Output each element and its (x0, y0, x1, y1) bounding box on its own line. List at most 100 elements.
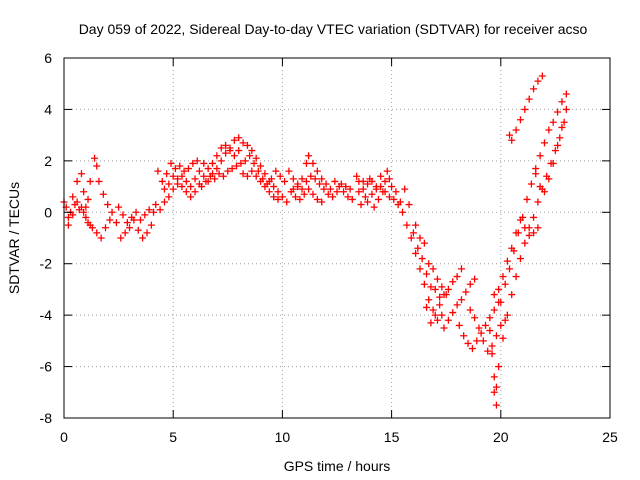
data-point (154, 167, 162, 175)
data-point (495, 363, 503, 371)
data-point (307, 172, 315, 180)
data-point (401, 185, 409, 193)
data-point (257, 177, 265, 185)
data-point (281, 177, 289, 185)
data-point (429, 306, 437, 314)
data-point (215, 170, 223, 178)
data-point (545, 175, 553, 183)
data-point (252, 172, 260, 180)
data-point (444, 285, 452, 293)
data-point (213, 165, 221, 173)
data-point (425, 296, 433, 304)
data-point (506, 265, 514, 273)
data-point (492, 401, 500, 409)
data-point (270, 183, 278, 191)
data-point (364, 180, 372, 188)
data-point (219, 172, 227, 180)
data-point (276, 172, 284, 180)
data-point (156, 206, 164, 214)
data-point (377, 172, 385, 180)
data-point (104, 201, 112, 209)
data-point (516, 216, 524, 224)
data-point (217, 157, 225, 165)
data-point (300, 190, 308, 198)
data-point (477, 329, 485, 337)
data-point (241, 157, 249, 165)
data-point (318, 198, 326, 206)
data-point (512, 229, 520, 237)
data-point (521, 239, 529, 247)
data-point (530, 213, 538, 221)
data-point (438, 311, 446, 319)
grid (64, 58, 610, 418)
data-point (202, 177, 210, 185)
data-point (558, 123, 566, 131)
data-point (482, 321, 490, 329)
data-point (372, 185, 380, 193)
data-point (423, 303, 431, 311)
data-point (490, 373, 498, 381)
data-point (158, 177, 166, 185)
data-point (248, 167, 256, 175)
data-point (492, 332, 500, 340)
data-point (525, 231, 533, 239)
data-point (77, 203, 85, 211)
data-point (521, 105, 529, 113)
data-point (126, 224, 134, 232)
data-point (248, 147, 256, 155)
data-point (433, 316, 441, 324)
data-point (174, 175, 182, 183)
data-point (235, 147, 243, 155)
data-point (184, 165, 192, 173)
axis-ticks: -8 -6 -4 -2 0 2 4 6 0 5 10 15 20 25 (40, 50, 618, 445)
data-point (134, 226, 142, 234)
data-point (239, 139, 247, 147)
data-point (189, 159, 197, 167)
data-point (562, 90, 570, 98)
data-point (329, 193, 337, 201)
data-point (342, 183, 350, 191)
data-point (69, 193, 77, 201)
data-point (152, 201, 160, 209)
data-point (209, 159, 217, 167)
data-point (278, 193, 286, 201)
data-point (399, 208, 407, 216)
data-point (403, 221, 411, 229)
data-point (538, 72, 546, 80)
data-point (246, 152, 254, 160)
x-tick-label: 20 (493, 429, 509, 445)
data-point (420, 280, 428, 288)
data-point (294, 180, 302, 188)
data-point (381, 188, 389, 196)
data-point (549, 159, 557, 167)
data-point (254, 167, 262, 175)
data-point (534, 224, 542, 232)
data-point (556, 134, 564, 142)
data-point (252, 154, 260, 162)
data-point (298, 175, 306, 183)
data-point (230, 136, 238, 144)
data-point (112, 219, 120, 227)
data-point (143, 229, 151, 237)
data-point (267, 175, 275, 183)
data-point (431, 285, 439, 293)
data-point (492, 383, 500, 391)
data-point (337, 180, 345, 188)
data-point (274, 195, 282, 203)
data-point (501, 316, 509, 324)
data-point (431, 311, 439, 319)
data-point (121, 229, 129, 237)
data-point (392, 188, 400, 196)
chart-title: Day 059 of 2022, Sidereal Day-to-day VTE… (79, 21, 588, 37)
data-point (536, 152, 544, 160)
data-point (178, 183, 186, 191)
data-point (274, 188, 282, 196)
y-tick-label: -2 (40, 256, 53, 272)
data-point (464, 339, 472, 347)
data-point (412, 249, 420, 257)
data-point (73, 198, 81, 206)
data-point (490, 291, 498, 299)
data-point (119, 211, 127, 219)
data-point (357, 201, 365, 209)
